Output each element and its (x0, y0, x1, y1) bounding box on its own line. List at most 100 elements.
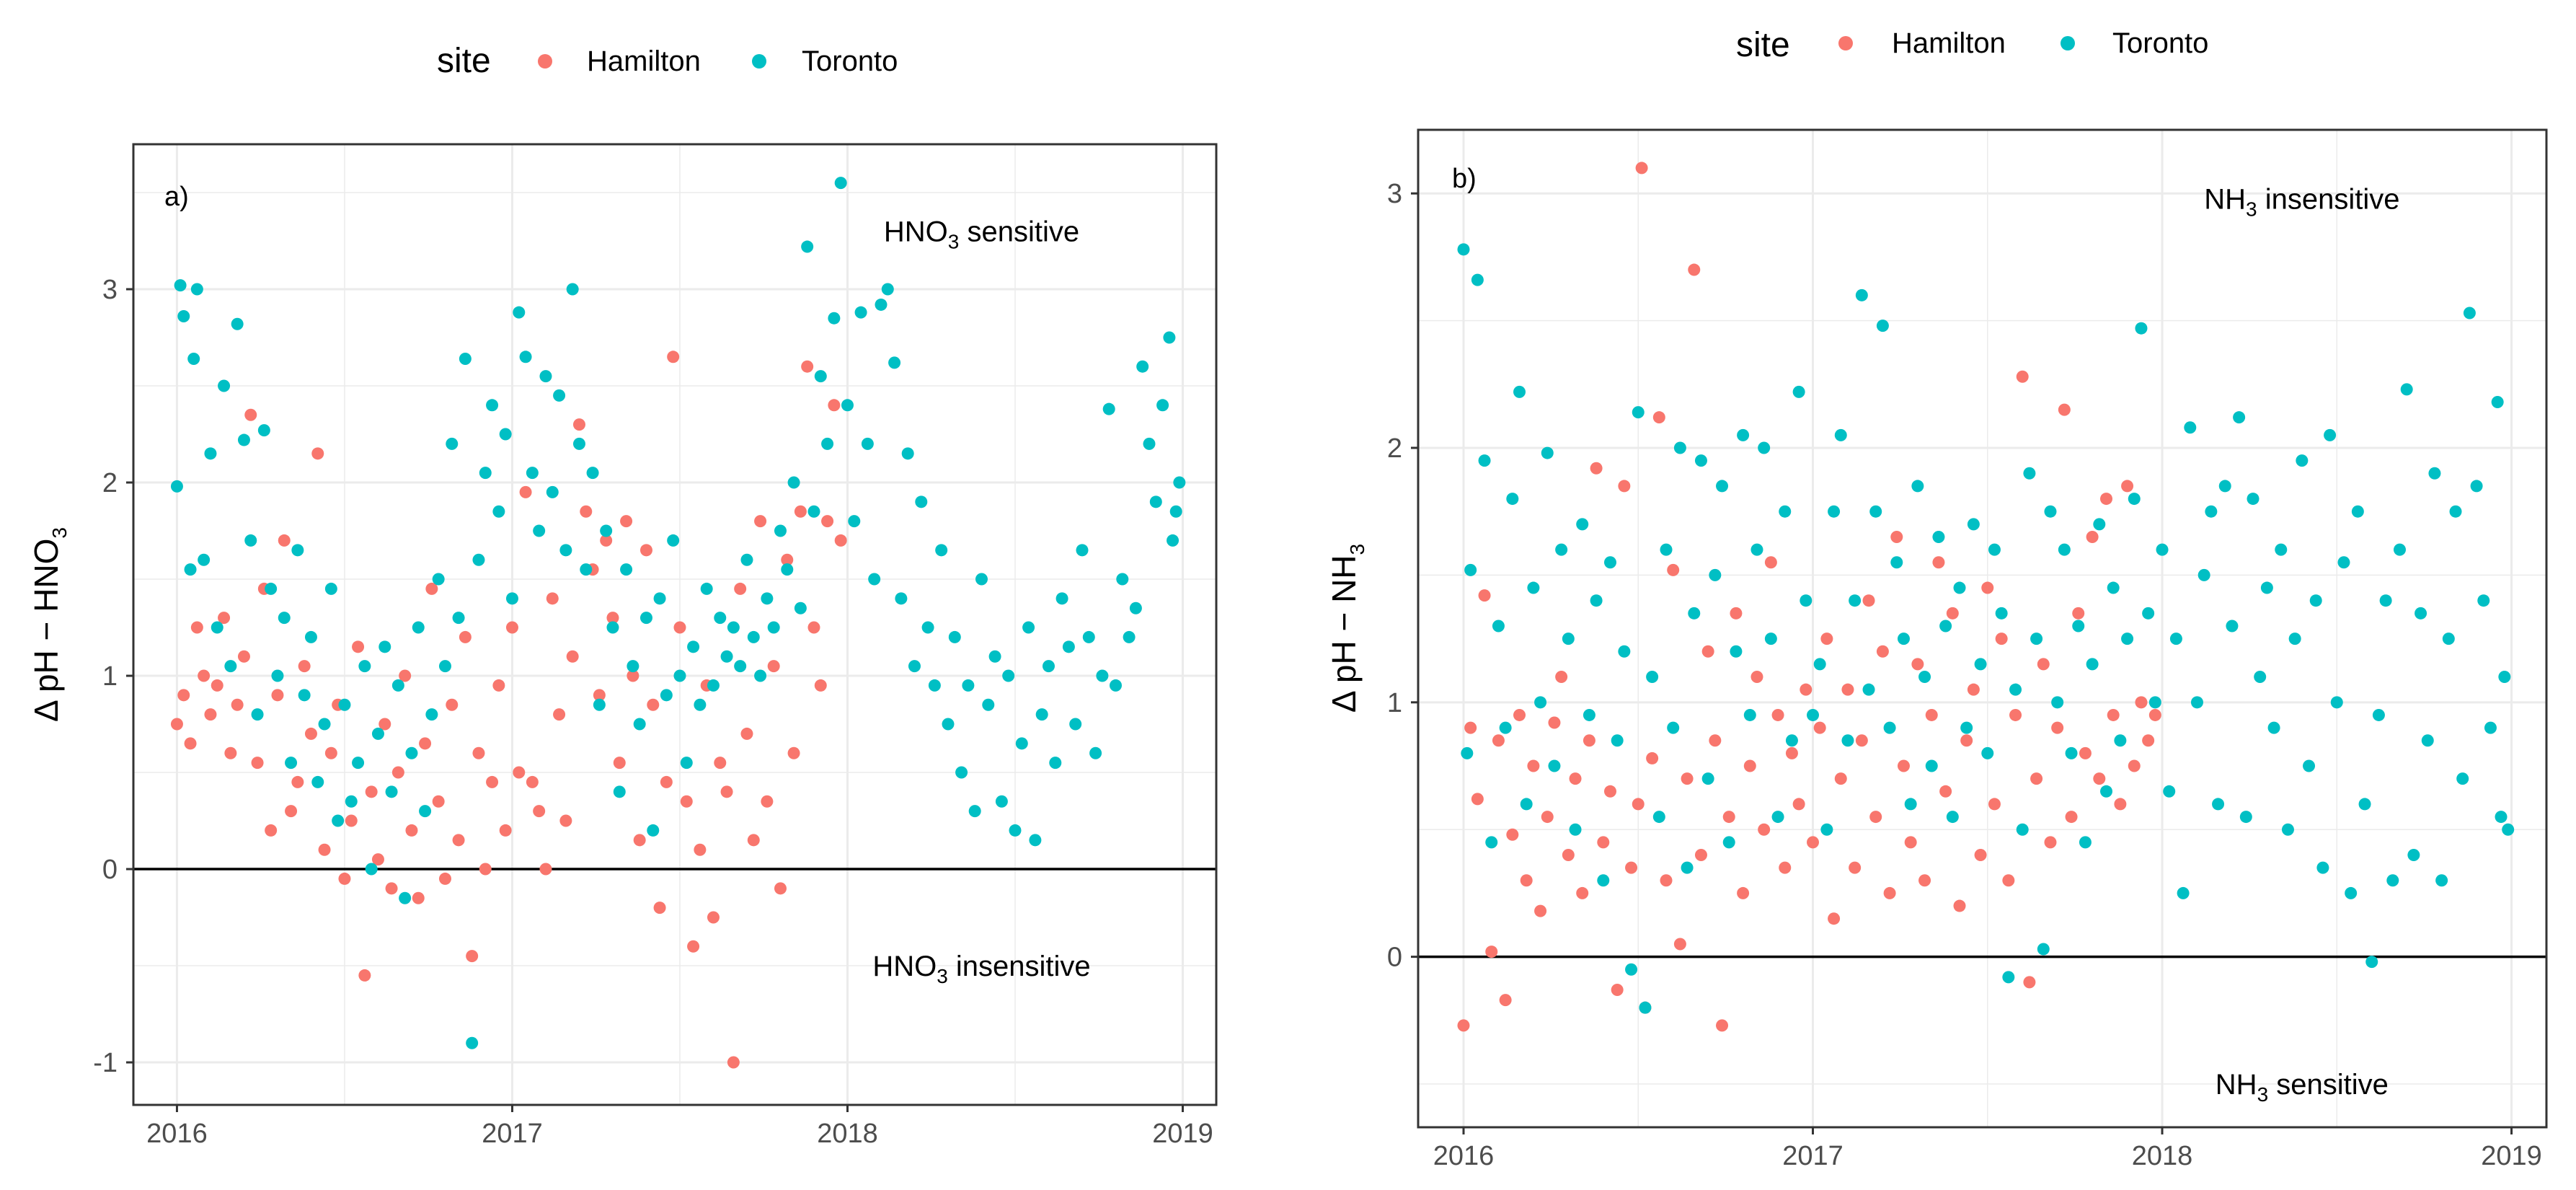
point-hamilton (1513, 708, 1526, 721)
point-hamilton (1750, 671, 1763, 684)
point-toronto (694, 698, 707, 711)
point-toronto (358, 660, 371, 673)
point-hamilton (218, 612, 231, 625)
point-toronto (653, 592, 666, 605)
point-toronto (794, 601, 807, 614)
point-hamilton (1562, 848, 1575, 861)
point-toronto (1673, 441, 1686, 454)
point-hamilton (1792, 798, 1805, 811)
point-hamilton (1457, 1019, 1470, 1032)
point-hamilton (559, 814, 572, 827)
legend-title: site (437, 42, 491, 80)
point-toronto (1618, 645, 1631, 658)
point-hamilton (425, 582, 438, 595)
point-toronto (391, 679, 404, 692)
point-toronto (257, 424, 270, 437)
point-toronto (559, 544, 572, 557)
point-toronto (2415, 607, 2427, 620)
point-toronto (1149, 495, 1162, 508)
legend-label-hamilton: Hamilton (587, 45, 701, 77)
point-toronto (546, 485, 559, 498)
point-toronto (1967, 518, 1980, 531)
point-hamilton (546, 592, 559, 605)
point-toronto (2135, 322, 2148, 335)
point-toronto (700, 582, 713, 595)
y-tick-label: 2 (102, 468, 118, 498)
point-toronto (2184, 421, 2197, 434)
point-toronto (371, 727, 384, 740)
point-toronto (1792, 385, 1805, 398)
point-toronto (774, 524, 787, 537)
point-toronto (613, 785, 626, 798)
point-toronto (2002, 971, 2015, 984)
x-tick-label: 2017 (482, 1119, 543, 1149)
point-toronto (1820, 823, 1833, 836)
point-toronto (1123, 630, 1136, 643)
point-hamilton (2086, 530, 2099, 543)
point-hamilton (1771, 708, 1784, 721)
point-hamilton (1548, 716, 1561, 729)
point-toronto (2337, 556, 2350, 569)
point-toronto (1485, 836, 1498, 849)
point-toronto (1639, 1001, 1652, 1014)
point-toronto (761, 592, 774, 605)
point-toronto (187, 352, 200, 365)
point-hamilton (198, 669, 211, 682)
point-hamilton (834, 534, 847, 547)
point-hamilton (519, 485, 532, 498)
point-toronto (2239, 811, 2252, 824)
point-hamilton (627, 669, 639, 682)
point-hamilton (1520, 874, 1533, 887)
point-hamilton (1995, 633, 2008, 645)
point-toronto (412, 621, 425, 634)
point-toronto (1042, 660, 1055, 673)
point-hamilton (1883, 886, 1896, 899)
point-toronto (472, 553, 485, 566)
point-hamilton (1918, 874, 1931, 887)
point-toronto (459, 352, 472, 365)
x-tick-label: 2016 (146, 1119, 208, 1149)
point-hamilton (1709, 734, 1722, 747)
point-hamilton (606, 612, 619, 625)
point-toronto (807, 505, 820, 518)
point-toronto (1667, 721, 1680, 734)
point-hamilton (2002, 874, 2015, 887)
point-hamilton (459, 630, 472, 643)
point-hamilton (1855, 734, 1868, 747)
point-toronto (2421, 734, 2434, 747)
point-hamilton (720, 785, 733, 798)
point-hamilton (767, 660, 780, 673)
point-toronto (2372, 708, 2385, 721)
point-toronto (1974, 658, 1987, 671)
point-toronto (1499, 721, 1512, 734)
point-hamilton (1555, 671, 1568, 684)
point-toronto (1939, 620, 1952, 633)
point-toronto (2345, 886, 2358, 899)
y-tick-label: 1 (1387, 688, 1402, 718)
point-hamilton (1841, 683, 1854, 696)
y-axis-title: Δ pH − HNO3 (27, 527, 71, 722)
point-toronto (513, 306, 526, 319)
point-hamilton (1820, 633, 1833, 645)
point-toronto (2233, 411, 2246, 424)
point-toronto (399, 891, 412, 904)
point-toronto (875, 298, 888, 311)
point-hamilton (1527, 759, 1540, 772)
point-hamilton (1576, 886, 1589, 899)
point-hamilton (2148, 708, 2161, 721)
point-toronto (1464, 563, 1477, 576)
point-toronto (2107, 581, 2120, 594)
point-hamilton (358, 969, 371, 982)
point-hamilton (1722, 811, 1735, 824)
point-toronto (2394, 543, 2407, 556)
point-toronto (311, 775, 324, 788)
point-hamilton (412, 891, 425, 904)
point-hamilton (1869, 811, 1882, 824)
point-toronto (1096, 669, 1109, 682)
point-hamilton (774, 882, 787, 895)
point-hamilton (828, 399, 841, 412)
point-toronto (2114, 734, 2127, 747)
point-toronto (1129, 601, 1142, 614)
point-toronto (1069, 718, 1082, 731)
